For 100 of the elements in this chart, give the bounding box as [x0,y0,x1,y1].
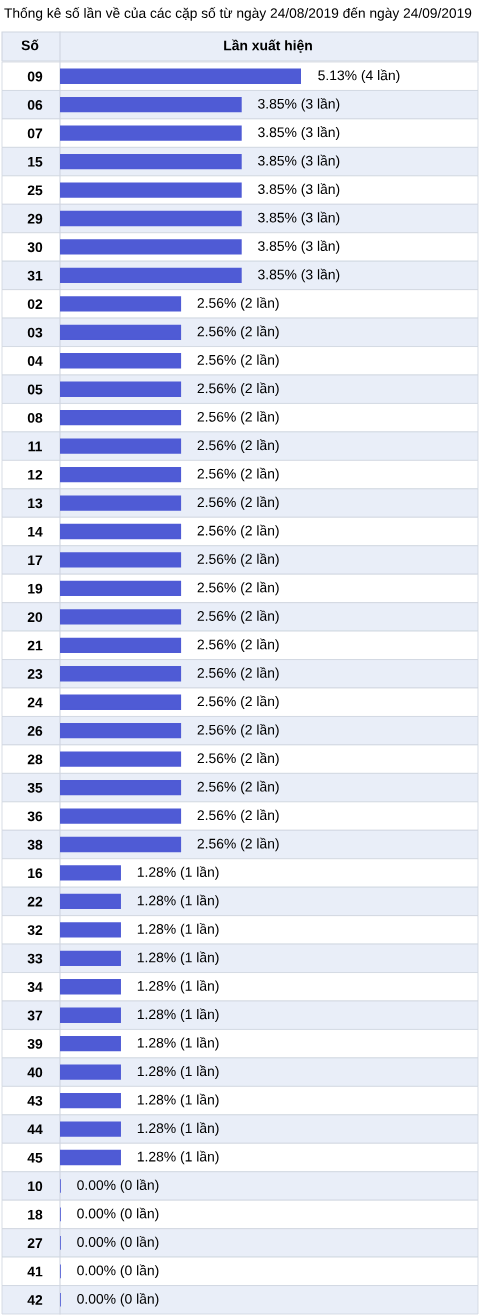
bar [60,495,182,511]
bar [60,694,182,710]
data-label: 0.00% (0 lần) [77,1179,159,1193]
data-label: 3.85% (3 lần) [258,97,340,112]
data-label: 1.28% (1 lần) [137,894,219,909]
data-label: 2.56% (2 lần) [197,410,279,425]
y-tick-label: 36 [27,811,43,822]
data-label: 3.85% (3 lần) [258,211,340,226]
data-label: 0.00% (0 lần) [77,1207,159,1222]
bar [60,267,242,284]
y-tick-label: 11 [28,441,42,452]
y-tick-label: 06 [27,100,43,110]
data-label: 0.00% (0 lần) [77,1264,159,1279]
bar [60,153,242,170]
data-label: 2.56% (2 lần) [197,353,279,368]
data-label: 1.28% (1 lần) [137,923,219,937]
y-tick-label: 10 [28,1181,43,1192]
bar [60,580,182,597]
data-label: 0.00% (0 lần) [77,1236,159,1250]
data-label: 2.56% (2 lần) [197,666,279,681]
y-tick-label: 17 [28,555,43,565]
data-label: 2.56% (2 lần) [197,496,279,510]
bar [60,779,182,796]
bar [60,950,121,966]
y-tick-label: 28 [27,754,43,765]
bar [60,1007,121,1023]
bar [60,68,301,84]
data-label: 2.56% (2 lần) [197,297,279,311]
y-tick-label: 30 [27,242,43,253]
data-label: 2.56% (2 lần) [197,439,279,453]
data-label: 0.00% (0 lần) [77,1292,159,1307]
bar [60,381,182,397]
data-label: 2.56% (2 lần) [197,581,279,596]
y-tick-label: 05 [27,384,43,395]
bar [60,410,182,426]
y-tick-label: 27 [27,1238,43,1248]
y-tick-label: 40 [27,1067,43,1078]
y-tick-label: 29 [27,213,43,224]
bar [60,808,182,824]
y-tick-label: 02 [27,299,43,310]
data-label: 3.85% (3 lần) [258,183,340,197]
bar [60,637,182,653]
bar [60,723,182,739]
bar [60,353,182,369]
data-label: 1.28% (1 lần) [137,979,219,994]
bar [60,1036,121,1052]
data-label: 2.56% (2 lần) [197,325,279,340]
y-tick-label: 45 [27,1152,43,1163]
y-tick-label: 12 [28,469,43,480]
y-axis-title: Số [21,39,39,51]
bar [60,324,182,340]
bar [60,836,182,853]
y-tick-label: 08 [27,413,43,423]
bar [60,97,242,113]
data-label: 2.56% (2 lần) [197,524,279,539]
data-label: 1.28% (1 lần) [137,1150,219,1165]
y-tick-label: 32 [27,925,43,936]
bar [60,182,242,198]
y-tick-label: 39 [27,1039,43,1049]
bar [60,523,182,540]
data-label: 3.85% (3 lần) [258,126,340,140]
chart-title: Thống kê số lần về của các cặp số từ ngày 24/08/2019 đến ngày 24/09/2019 [4,7,472,21]
y-tick-label: 43 [27,1095,43,1106]
y-tick-label: 35 [27,782,43,793]
bar [60,1121,121,1137]
y-tick-label: 23 [27,669,43,679]
data-label: 3.85% (3 lần) [258,268,340,283]
y-tick-label: 37 [27,1010,43,1021]
bar [60,552,182,568]
y-tick-label: 31 [27,270,43,281]
bar [60,466,182,483]
y-tick-label: 42 [27,1295,43,1305]
y-tick-label: 22 [27,896,43,907]
data-label: 1.28% (1 lần) [137,951,219,966]
y-tick-label: 07 [27,128,43,139]
data-label: 1.28% (1 lần) [137,1065,219,1079]
y-tick-label: 14 [28,526,43,537]
bar [60,666,182,682]
y-tick-label: 19 [28,583,43,594]
bar [60,865,121,881]
y-tick-label: 25 [27,185,43,196]
data-label: 1.28% (1 lần) [137,1093,219,1108]
data-label: 2.56% (2 lần) [197,752,279,766]
y-tick-label: 18 [28,1209,43,1220]
y-tick-label: 09 [27,71,43,82]
bar [60,438,182,454]
data-label: 1.28% (1 lần) [137,1008,219,1022]
bar [60,893,121,910]
data-label: 2.56% (2 lần) [197,467,279,482]
bar [60,296,182,312]
y-tick-label: 15 [28,157,43,167]
data-label: 2.56% (2 lần) [197,723,279,738]
bar [60,1149,121,1166]
data-label: 1.28% (1 lần) [137,866,219,880]
bar [60,210,242,227]
y-tick-label: 34 [27,982,43,992]
y-tick-label: 41 [27,1266,43,1277]
y-tick-label: 44 [27,1124,43,1135]
bar [60,1064,121,1080]
y-tick-label: 21 [27,640,43,651]
